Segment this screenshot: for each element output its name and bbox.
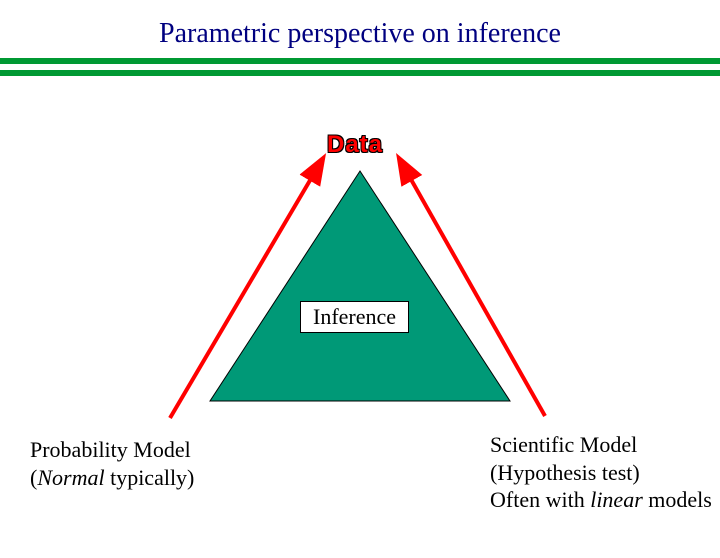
probability-model-label: Probability Model (Normal typically) [30, 436, 194, 491]
inference-box: Inference [300, 301, 409, 333]
sci-line3: Often with linear models [490, 486, 712, 514]
data-label: Data [327, 131, 383, 159]
page-title: Parametric perspective on inference [0, 18, 720, 50]
sci-line2: (Hypothesis test) [490, 459, 712, 487]
prob-line2: (Normal typically) [30, 464, 194, 492]
prob-line1: Probability Model [30, 436, 194, 464]
triangle [210, 171, 510, 401]
sci-line1: Scientific Model [490, 431, 712, 459]
scientific-model-label: Scientific Model (Hypothesis test) Often… [490, 431, 712, 514]
diagram-canvas: Data Inference Probability Model (Normal… [0, 76, 720, 536]
